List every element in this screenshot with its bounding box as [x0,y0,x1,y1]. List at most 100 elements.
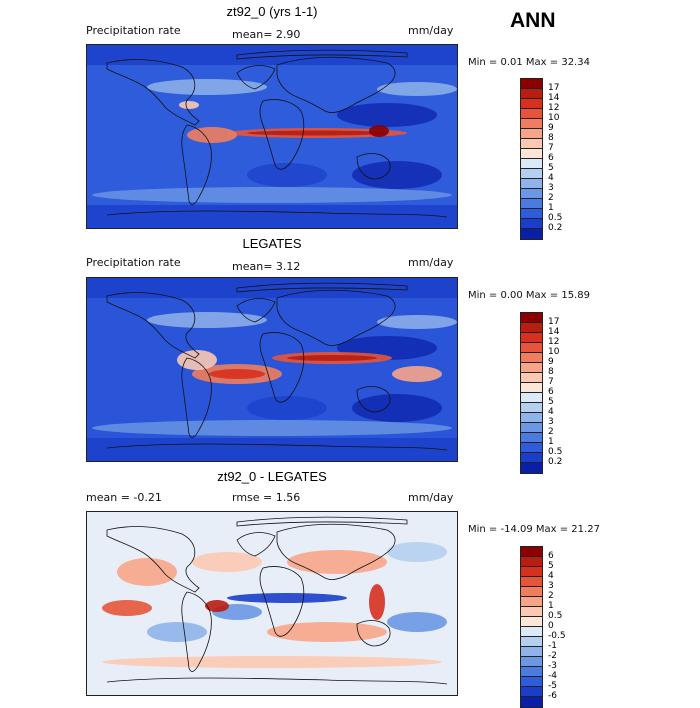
colorbar-swatch [521,149,542,159]
panel-3-unit-label: mm/day [408,491,454,504]
colorbar-swatch [521,413,542,423]
colorbar-swatch [521,627,542,637]
colorbar-swatch [521,547,542,557]
colorbar-tick-label: 17 [548,317,560,327]
colorbar-swatch [521,129,542,139]
colorbar-swatch [521,373,542,383]
colorbar-swatch [521,393,542,403]
colorbar-swatch [521,79,542,89]
panel-1-title: zt92_0 (yrs 1-1) [226,4,318,19]
colorbar-tick-label: 0.5 [548,213,563,223]
colorbar-swatch [521,169,542,179]
colorbar-tick-label: 1 [548,437,554,447]
colorbar-swatch [521,687,542,697]
coastline [236,532,276,557]
colorbar-tick-label: 0.5 [548,447,563,457]
precip-band [287,355,377,361]
colorbar-tick-label: 8 [548,133,554,143]
colorbar-tick-label: 3 [548,183,554,193]
colorbar-swatch [521,697,542,707]
coastline [236,298,276,323]
panel-2-map [86,277,458,462]
anomaly-patch [267,622,387,642]
anomaly-patch [205,600,229,612]
panel-3-title: zt92_0 - LEGATES [217,469,327,484]
precip-band [177,350,217,370]
coastline [356,386,391,413]
panel-2-mean-label: mean= 3.12 [232,260,301,273]
colorbar-swatch [521,119,542,129]
precip-band [369,125,389,137]
colorbar-tick-label: -6 [548,691,557,701]
colorbar-swatch [521,443,542,453]
colorbar-tick-label: 7 [548,143,554,153]
colorbar-swatch [521,577,542,587]
colorbar-swatch [521,363,542,373]
coastline [181,124,212,205]
colorbar-tick-label: -5 [548,681,557,691]
colorbar-swatch [521,463,542,473]
colorbar-swatch [521,219,542,229]
coastline [181,591,212,672]
colorbar-tick-label: 0.2 [548,457,563,467]
colorbar-tick-label: -0.5 [548,631,566,641]
panel-1-map-svg [87,45,457,228]
colorbar-tick-label: -2 [548,651,557,661]
coastline [236,49,408,60]
season-label: ANN [510,9,556,32]
panel-2-minmax: Min = 0.00 Max = 15.89 [468,290,590,301]
colorbar-tick-label: 12 [548,103,560,113]
panel-2-unit-label: mm/day [408,256,454,269]
colorbar-swatch [521,139,542,149]
colorbar-tick-label: 6 [548,153,554,163]
colorbar-swatch [521,657,542,667]
anomaly-patch [102,600,152,616]
colorbar-tick-label: -3 [548,661,557,671]
colorbar-swatch [521,453,542,463]
anomaly-patch [387,542,447,562]
colorbar-tick-label: 3 [548,581,554,591]
colorbar-swatch [521,647,542,657]
coastline [276,523,396,580]
colorbar-tick-label: 2 [548,193,554,203]
colorbar-tick-label: 6 [548,387,554,397]
colorbar-tick-label: 9 [548,357,554,367]
colorbar-tick-label: 4 [548,173,554,183]
anomaly-patch [147,622,207,642]
colorbar-tick-label: 5 [548,561,554,571]
coastline [356,620,391,647]
colorbar-swatch [521,383,542,393]
colorbar-tick-label: 9 [548,123,554,133]
colorbar-swatch [521,89,542,99]
colorbar-tick-label: 14 [548,93,560,103]
anomaly-patch [192,552,262,572]
precip-band [209,369,265,379]
colorbar-tick-label: 1 [548,601,554,611]
colorbar-swatch [521,209,542,219]
coastline [106,443,448,451]
colorbar-tick-label: 6 [548,551,554,561]
anomaly-patch [387,612,447,632]
colorbar-swatch [521,677,542,687]
precip-band [187,127,237,143]
coastline [106,292,200,359]
colorbar-tick-label: 17 [548,83,560,93]
colorbar-tick-label: 14 [548,327,560,337]
colorbar-tick-label: 10 [548,347,560,357]
colorbar-swatch [521,433,542,443]
colorbar-swatch [521,557,542,567]
colorbar-tick-label: 10 [548,113,560,123]
anomaly-patch [227,593,347,603]
coastline [276,56,396,113]
colorbar-swatch [521,597,542,607]
coastline [236,516,408,527]
colorbar-tick-label: 8 [548,367,554,377]
precip-band [179,101,199,109]
colorbar-swatch [521,617,542,627]
coastline [236,282,408,293]
colorbar-tick-label: 4 [548,571,554,581]
colorbar-swatch [521,403,542,413]
colorbar-swatch [521,587,542,597]
colorbar-swatch [521,323,542,333]
anomaly-patch [117,558,177,586]
